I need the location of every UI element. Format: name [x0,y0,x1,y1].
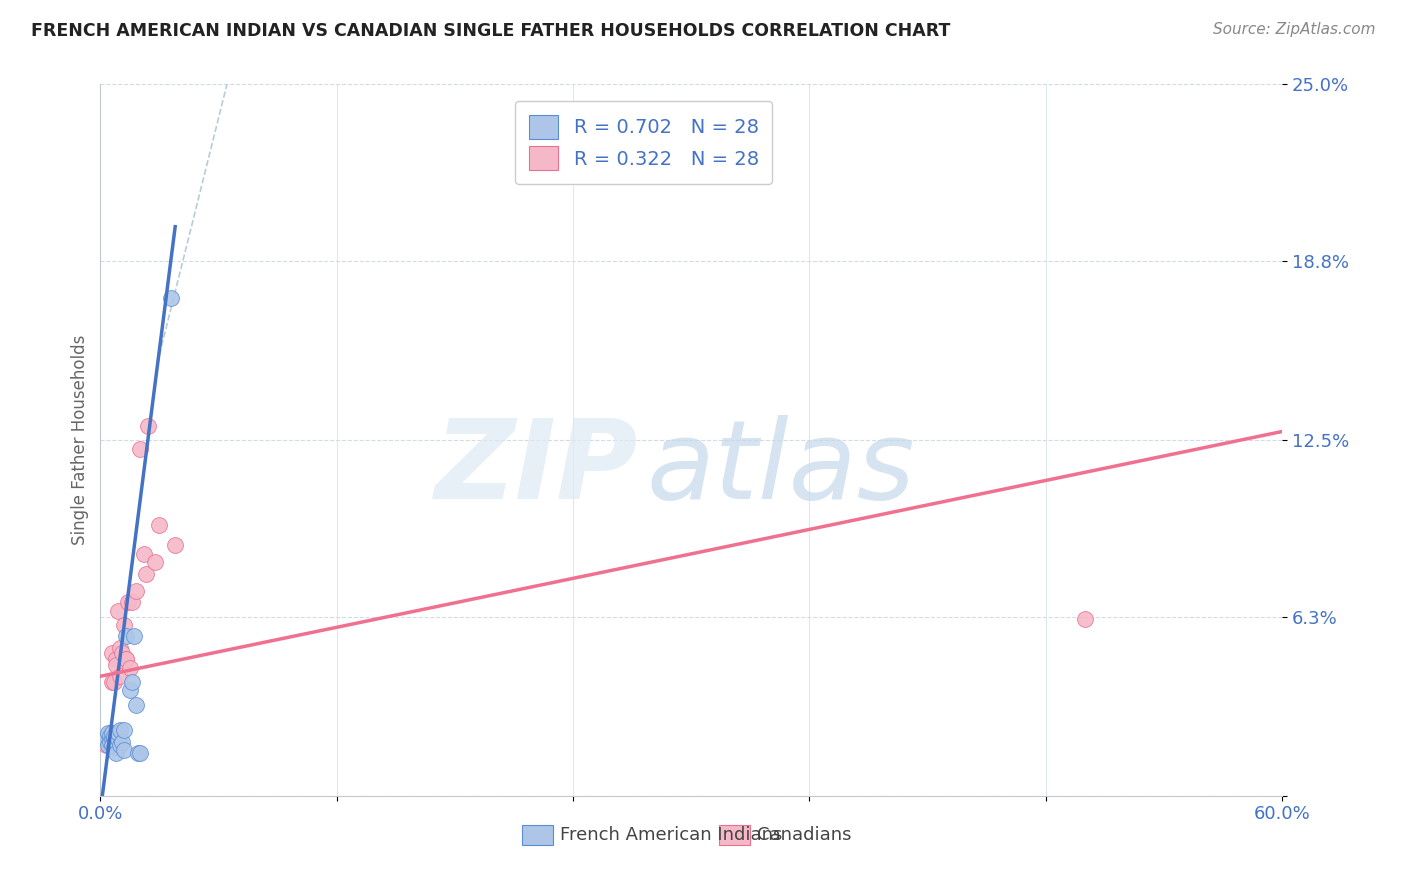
Point [101,647,124,661]
Point [98,734,121,748]
Point [103,675,125,690]
Point [98,734,121,748]
Point [115,652,138,666]
Point [107,604,129,618]
Text: atlas: atlas [647,415,915,522]
Point [112,743,135,757]
Point [125,583,148,598]
Text: French American Indians: French American Indians [561,826,783,844]
Point [121,595,143,609]
Text: FRENCH AMERICAN INDIAN VS CANADIAN SINGLE FATHER HOUSEHOLDS CORRELATION CHART: FRENCH AMERICAN INDIAN VS CANADIAN SINGL… [31,22,950,40]
Point [128,442,150,456]
Point [101,726,124,740]
Text: ZIP: ZIP [434,415,638,522]
Point [98,729,121,743]
Point [118,683,141,698]
Point [96,738,118,752]
Point [165,538,187,552]
Point [105,746,128,760]
Point [136,418,159,433]
Point [108,738,131,752]
Point [128,746,150,760]
Point [96,731,118,746]
Point [107,726,129,740]
Legend: R = 0.702   N = 28, R = 0.322   N = 28: R = 0.702 N = 28, R = 0.322 N = 28 [516,102,772,184]
Point [101,738,124,752]
Point [101,675,124,690]
Point [148,518,170,533]
Point [117,595,139,609]
Point [125,698,148,712]
Text: Source: ZipAtlas.com: Source: ZipAtlas.com [1212,22,1375,37]
Text: Canadians: Canadians [758,826,852,844]
Point [97,738,120,752]
Y-axis label: Single Father Households: Single Father Households [72,334,89,545]
Point [135,566,157,581]
Point [107,731,129,746]
Point [132,547,155,561]
Point [115,652,138,666]
Point [97,731,120,746]
Point [105,734,128,748]
Point [105,652,128,666]
Point [108,669,131,683]
Point [127,746,149,760]
Point [108,640,131,655]
Point [103,729,125,743]
Point [118,661,141,675]
Point [103,740,125,755]
Point [111,647,134,661]
Point [98,726,121,740]
Point [103,731,125,746]
Point [112,723,135,738]
Point [108,723,131,738]
Point [105,657,128,672]
Point [121,675,143,690]
Point [160,291,183,305]
Point [112,618,135,632]
Point [145,556,167,570]
Point [97,726,120,740]
Point [111,734,134,748]
Point [101,731,124,746]
Point [115,629,138,643]
Point [1074,612,1097,626]
Point [122,629,145,643]
